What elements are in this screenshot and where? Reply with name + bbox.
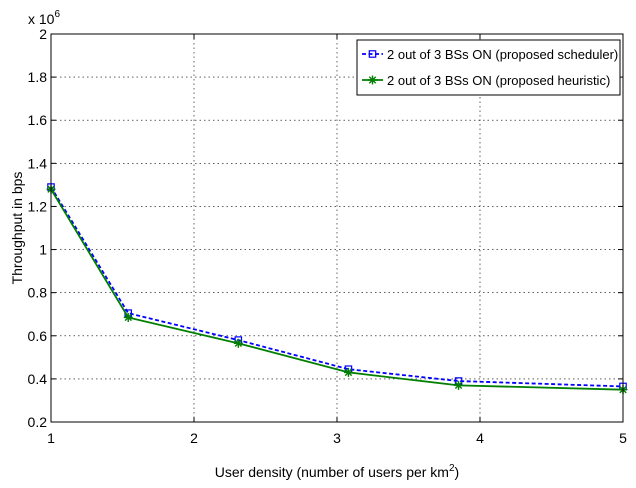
y-tick-label: 1 [39,242,47,258]
x-tick-label: 5 [619,430,627,446]
y-axis-title: Throughput in bps [9,172,25,285]
star-marker [368,75,377,85]
x-tick-label: 3 [333,430,341,446]
legend-label: 2 out of 3 BSs ON (proposed heuristic) [387,73,610,88]
grid [51,34,623,422]
y-tick-label: 1.6 [28,112,48,128]
y-axis-multiplier: x 106 [28,9,60,27]
y-tick-label: 1.4 [28,155,48,171]
legend: 2 out of 3 BSs ON (proposed scheduler) 2 … [356,39,621,96]
legend-label: 2 out of 3 BSs ON (proposed scheduler) [387,47,618,62]
axis-ticks: 1 2 3 4 5 0.2 0.4 0.6 0.8 1 1.2 1.4 1.6 1.8 2 [28,26,628,446]
y-tick-label: 1.2 [28,198,48,214]
x-tick-label: 2 [190,430,198,446]
y-tick-label: 0.4 [28,371,48,387]
x-axis-title: User density (number of users per km2) [215,463,459,480]
star-marker [233,338,243,348]
star-marker [123,312,133,322]
legend-box [356,39,621,96]
star-marker [343,367,353,377]
series-line [50,188,624,391]
x-tick-label: 4 [476,430,484,446]
y-tick-label: 0.6 [28,328,48,344]
legend-entry: 2 out of 3 BSs ON (proposed heuristic) [362,73,610,88]
legend-entry: 2 out of 3 BSs ON (proposed scheduler) [362,47,618,62]
y-tick-label: 0.2 [28,414,48,430]
x-tick-label: 1 [47,430,55,446]
y-tick-label: 1.8 [28,69,48,85]
y-tick-label: 0.8 [28,285,48,301]
square-marker [368,50,377,58]
y-tick-label: 2 [39,26,47,42]
star-marker [454,380,464,390]
